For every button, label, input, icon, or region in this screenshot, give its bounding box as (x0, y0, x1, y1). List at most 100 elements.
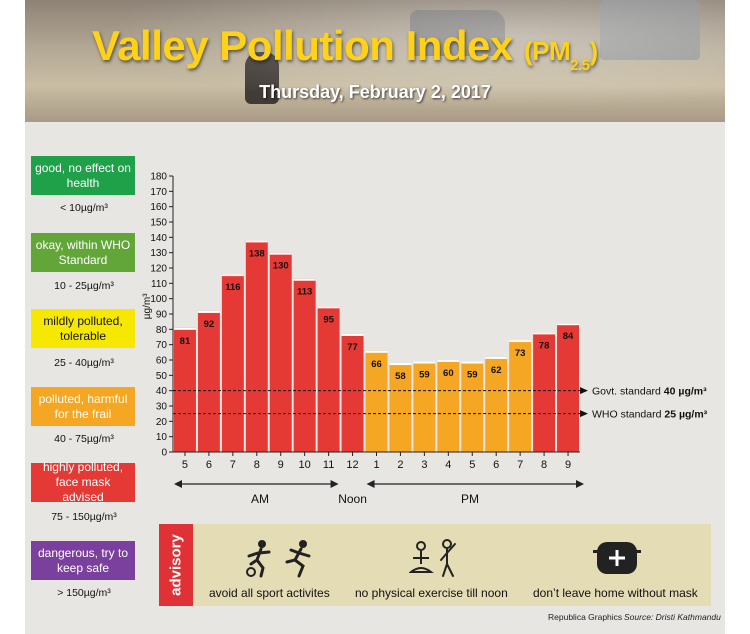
y-tick-label: 10 (156, 432, 168, 443)
am-span-arrow (174, 480, 182, 488)
am-label: AM (251, 492, 269, 506)
x-tick-label: 8 (541, 459, 547, 471)
advisory-text-sports: avoid all sport activites (209, 586, 330, 600)
bar (365, 350, 388, 452)
car-shape (600, 0, 700, 60)
pm-span-arrow (576, 480, 584, 488)
y-tick-label: 40 (156, 386, 168, 397)
bar-value-label: 66 (371, 359, 382, 370)
date-subtitle: Thursday, February 2, 2017 (259, 82, 491, 102)
bar (461, 361, 484, 452)
bar-top-edge (365, 350, 388, 353)
mask-icon (593, 542, 641, 574)
advisory-tag-label: advisory (167, 534, 185, 596)
reference-label: Govt. standard 40 µg/m³ (592, 386, 707, 398)
y-tick-label: 30 (156, 402, 168, 413)
x-tick-label: 1 (373, 459, 379, 471)
legend-range-mild: 25 - 40µg/m³ (54, 357, 114, 369)
motorcyclist-shape (245, 52, 279, 104)
credit-graphics: Republica Graphics (548, 612, 623, 622)
bar-value-label: 138 (249, 248, 265, 259)
bar-top-edge (245, 240, 268, 243)
legend-polluted: polluted, harmful for the frail (31, 387, 135, 426)
y-tick-label: 90 (156, 310, 168, 321)
y-tick-label: 70 (156, 340, 168, 351)
legend-range-dangerous: > 150µg/m³ (57, 587, 111, 599)
bar (174, 327, 196, 452)
legend-range-polluted: 40 - 75µg/m³ (54, 433, 114, 445)
bar-value-label: 78 (539, 340, 550, 351)
y-tick-label: 60 (156, 356, 168, 367)
period-markers: AM Noon PM (174, 480, 584, 506)
bar-value-label: 130 (273, 261, 289, 272)
y-tick-label: 50 (156, 371, 168, 382)
bar (389, 363, 412, 452)
y-axis: 0 10 20 30 40 50 60 70 80 90 100 110 120 130 140 150 160… (142, 172, 174, 459)
advisory-panel: advisory avoid all sport activites no ph… (159, 524, 711, 606)
bars-group: 81 92 116 138 130 113 95 77 66 58 59 60 59 62 73 78 84 (174, 240, 579, 452)
noon-label: Noon (338, 492, 367, 506)
x-tick-label: 9 (565, 459, 571, 471)
bar-value-label: 92 (204, 319, 215, 330)
bar (221, 274, 244, 452)
legend-okay: okay, within WHO Standard (31, 233, 135, 272)
bar-value-label: 95 (323, 314, 334, 325)
bar (269, 252, 292, 452)
title-pm-subscript: 2.5 (570, 57, 590, 74)
y-axis-label: µg/m³ (142, 293, 153, 319)
bar-top-edge (389, 363, 412, 366)
bar (245, 240, 268, 452)
advisory-text-mask: don’t leave home without mask (533, 586, 698, 600)
legend-range-good: < 10µg/m³ (60, 202, 108, 214)
bar-top-edge (557, 323, 579, 326)
y-tick-label: 130 (150, 248, 167, 259)
x-tick-label: 4 (445, 459, 451, 471)
credit-source: Source: Dristi Kathmandu (624, 612, 721, 622)
y-tick-label: 140 (150, 233, 167, 244)
bar-top-edge (509, 340, 532, 343)
bar-value-label: 59 (419, 370, 430, 381)
pm-label: PM (461, 492, 479, 506)
bar-top-edge (485, 356, 508, 359)
bar-value-label: 77 (347, 342, 358, 353)
x-tick-label: 7 (517, 459, 523, 471)
x-tick-label: 12 (346, 459, 358, 471)
x-tick-label: 8 (254, 459, 260, 471)
title-pm-text: PM (532, 36, 571, 66)
y-tick-label: 150 (150, 218, 167, 229)
legend-mild: mildly polluted, tolerable (31, 309, 135, 348)
bar (437, 360, 460, 452)
legend-range-okay: 10 - 25µg/m³ (54, 280, 114, 292)
y-tick-label: 0 (161, 448, 167, 459)
y-tick-label: 170 (150, 187, 167, 198)
header-photo (25, 0, 725, 122)
advisory-text-exercise: no physical exercise till noon (355, 586, 508, 600)
advisory-tag: advisory (159, 524, 193, 606)
x-tick-label: 9 (278, 459, 284, 471)
reference-arrow (580, 410, 588, 418)
bar-top-edge (437, 360, 460, 362)
reference-label: WHO standard 25 µg/m³ (592, 409, 708, 421)
bar (557, 323, 579, 452)
bar (413, 361, 436, 452)
sports-icon (246, 540, 311, 578)
exercise-icon (409, 539, 456, 577)
x-tick-label: 2 (397, 459, 403, 471)
y-tick-label: 120 (150, 264, 167, 275)
legend-dangerous: dangerous, try to keep safe (31, 541, 135, 580)
y-tick-label: 110 (151, 279, 167, 290)
legend-range-highly-polluted: 75 - 150µg/m³ (51, 511, 117, 523)
reference-lines: Govt. standard 40 µg/m³ WHO standard 25 µ… (173, 386, 708, 421)
bar-top-edge (341, 333, 364, 336)
x-tick-label: 7 (230, 459, 236, 471)
reference-value: 25 µg/m³ (664, 409, 707, 421)
bar (341, 333, 364, 452)
x-tick-label: 11 (323, 459, 334, 471)
am-span-arrow (330, 480, 339, 488)
y-tick-label: 20 (156, 417, 168, 428)
y-tick-label: 160 (150, 202, 167, 213)
bar-value-label: 60 (443, 368, 454, 379)
x-tick-label: 3 (421, 459, 427, 471)
page-title: Valley Pollution Index (PM2.5) (92, 22, 598, 74)
